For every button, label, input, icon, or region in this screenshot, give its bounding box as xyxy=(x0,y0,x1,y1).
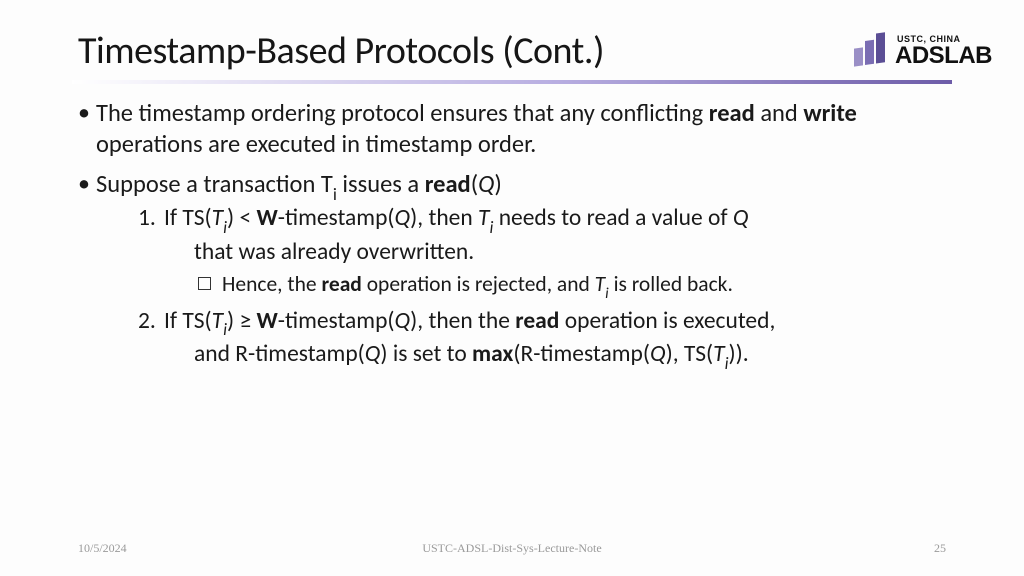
it-T: T xyxy=(478,204,489,232)
case-1: If TS(Ti) < W-timestamp(Q), then Ti need… xyxy=(138,203,952,302)
slide: Timestamp-Based Protocols (Cont.) USTC, … xyxy=(0,0,1024,576)
bold-read: read xyxy=(709,98,755,128)
text: If TS( xyxy=(164,307,212,335)
sub-i: i xyxy=(223,319,227,340)
bold-W: W xyxy=(256,307,277,335)
sub-i: i xyxy=(223,217,227,238)
it-T: T xyxy=(595,271,605,297)
text: needs to read a value of xyxy=(493,204,732,232)
text: is rolled back. xyxy=(609,271,733,297)
bold-read: read xyxy=(425,169,471,199)
sub-i: i xyxy=(333,183,337,205)
footer-date: 10/5/2024 xyxy=(78,541,127,556)
it-Q: Q xyxy=(395,204,411,232)
bold-max: max xyxy=(472,340,513,368)
text: issues a xyxy=(337,169,425,199)
numbered-list: If TS(Ti) < W-timestamp(Q), then Ti need… xyxy=(96,203,952,372)
bullet-2: Suppose a transaction Ti issues a read(Q… xyxy=(78,169,952,373)
text: ), TS( xyxy=(666,340,714,368)
text: ) ≥ xyxy=(227,307,256,335)
text: ) is set to xyxy=(380,340,472,368)
logo: USTC, CHINA ADSLAB xyxy=(851,31,992,71)
text: If TS( xyxy=(164,204,212,232)
case-1-line2: that was already overwritten. xyxy=(164,237,952,267)
text: operation is rejected, and xyxy=(362,271,595,297)
logo-main-text: ADSLAB xyxy=(895,44,992,68)
title-underline xyxy=(72,80,952,84)
text: ), then the xyxy=(410,307,515,335)
footer-center: USTC-ADSL-Dist-Sys-Lecture-Note xyxy=(422,541,601,556)
it-T: T xyxy=(212,307,223,335)
text: ) xyxy=(494,169,501,199)
footer-page: 25 xyxy=(934,541,946,556)
text: -timestamp( xyxy=(278,204,395,232)
text: operation is executed, xyxy=(559,307,775,335)
it-Q: Q xyxy=(733,204,749,232)
it-Q: Q xyxy=(395,307,411,335)
sub-i: i xyxy=(725,353,729,374)
it-Q: Q xyxy=(650,340,666,368)
text: )). xyxy=(729,340,749,368)
case-2-line2: and R-timestamp(Q) is set to max(R-times… xyxy=(164,339,952,372)
logo-text: USTC, CHINA ADSLAB xyxy=(895,35,992,68)
footer: 10/5/2024 USTC-ADSL-Dist-Sys-Lecture-Not… xyxy=(0,541,1024,556)
text: and R-timestamp( xyxy=(194,340,365,368)
text: (R-timestamp( xyxy=(513,340,650,368)
case-2: If TS(Ti) ≥ W-timestamp(Q), then the rea… xyxy=(138,306,952,373)
text: -timestamp( xyxy=(278,307,395,335)
it-T: T xyxy=(212,204,223,232)
bold-W: W xyxy=(256,204,277,232)
sub-i: i xyxy=(489,217,493,238)
text: Suppose a transaction T xyxy=(96,169,333,199)
text: Hence, the xyxy=(222,271,321,297)
text: operations are executed in timestamp ord… xyxy=(96,129,536,159)
case-1-consequence: Hence, the read operation is rejected, a… xyxy=(164,271,952,302)
text: ) < xyxy=(227,204,256,232)
slide-title: Timestamp-Based Protocols (Cont.) xyxy=(78,28,604,74)
text: and xyxy=(755,98,804,128)
bold-read: read xyxy=(515,307,559,335)
it-T: T xyxy=(713,340,724,368)
bullet-1: The timestamp ordering protocol ensures … xyxy=(78,98,952,161)
text: The timestamp ordering protocol ensures … xyxy=(96,98,709,128)
buildings-icon xyxy=(851,31,891,71)
content: The timestamp ordering protocol ensures … xyxy=(78,98,952,372)
bold-read: read xyxy=(321,271,361,297)
italic-Q: Q xyxy=(478,169,494,199)
title-row: Timestamp-Based Protocols (Cont.) USTC, … xyxy=(78,28,952,74)
bold-write: write xyxy=(803,98,857,128)
sub-i: i xyxy=(605,284,609,303)
text: ), then xyxy=(410,204,478,232)
it-Q: Q xyxy=(365,340,381,368)
